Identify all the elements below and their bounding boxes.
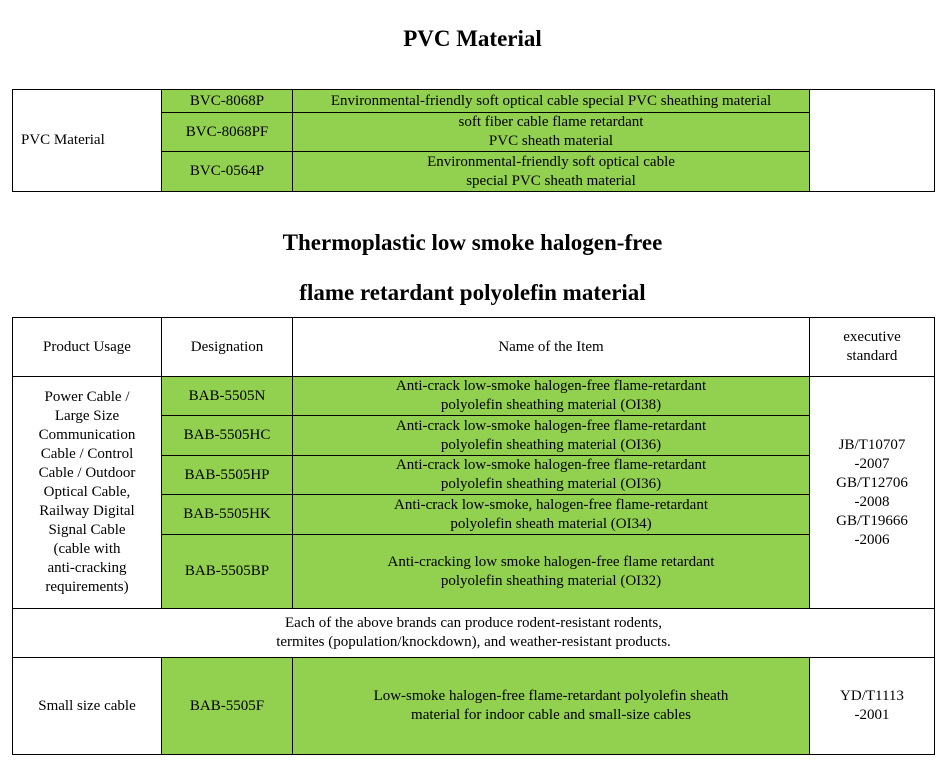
pvc-material-table: PVC Material BVC-8068P Environmental-fri…	[12, 89, 935, 192]
designation-cell: BAB-5505HP	[161, 455, 293, 495]
table-row: BVC-8068PF soft fiber cable flame retard…	[13, 112, 935, 152]
item-name-cell: Environmental-friendly soft optical cabl…	[292, 151, 810, 192]
standard-cell: JB/T10707 -2007 GB/T12706 -2008 GB/T1966…	[809, 376, 935, 609]
table-row: BAB-5505HP Anti-crack low-smoke halogen-…	[13, 455, 935, 495]
table-row: BAB-5505HK Anti-crack low-smoke, halogen…	[13, 494, 935, 535]
item-name-cell: Anti-cracking low smoke halogen-free fla…	[292, 534, 810, 609]
polyolefin-material-table: Product Usage Designation Name of the It…	[12, 317, 935, 755]
header-executive-standard: executive standard	[809, 317, 935, 377]
designation-cell: BVC-0564P	[161, 151, 293, 192]
pvc-standard-cell	[809, 89, 935, 192]
item-name-cell: Anti-crack low-smoke, halogen-free flame…	[292, 494, 810, 535]
designation-cell: BAB-5505HK	[161, 494, 293, 535]
table-row: BAB-5505BP Anti-cracking low smoke halog…	[13, 534, 935, 609]
standard-cell: YD/T1113 -2001	[809, 657, 935, 755]
table-row: BVC-0564P Environmental-friendly soft op…	[13, 151, 935, 192]
header-product-usage: Product Usage	[12, 317, 162, 377]
item-name-cell: Environmental-friendly soft optical cabl…	[292, 89, 810, 113]
table-row: Power Cable / Large Size Communication C…	[12, 376, 935, 609]
item-name-cell: soft fiber cable flame retardant PVC she…	[292, 112, 810, 152]
table-row: PVC Material BVC-8068P Environmental-fri…	[12, 89, 935, 192]
polyolefin-title-line2: flame retardant polyolefin material	[299, 280, 646, 305]
designation-cell: BAB-5505F	[161, 657, 293, 755]
pvc-category-cell: PVC Material	[12, 89, 162, 192]
header-designation: Designation	[161, 317, 293, 377]
designation-cell: BVC-8068P	[161, 89, 293, 113]
pvc-section-title: PVC Material	[403, 26, 542, 51]
item-name-cell: Low-smoke halogen-free flame-retardant p…	[292, 657, 810, 755]
item-name-cell: Anti-crack low-smoke halogen-free flame-…	[292, 376, 810, 416]
usage-cell: Power Cable / Large Size Communication C…	[12, 376, 162, 609]
note-cell: Each of the above brands can produce rod…	[12, 608, 935, 658]
table-row: Small size cable BAB-5505F Low-smoke hal…	[12, 657, 935, 755]
polyolefin-title-line1: Thermoplastic low smoke halogen-free	[282, 230, 663, 255]
header-row: Product Usage Designation Name of the It…	[12, 317, 935, 377]
item-name-cell: Anti-crack low-smoke halogen-free flame-…	[292, 455, 810, 495]
designation-cell: BVC-8068PF	[161, 112, 293, 152]
designation-cell: BAB-5505N	[161, 376, 293, 416]
usage-cell: Small size cable	[12, 657, 162, 755]
note-row: Each of the above brands can produce rod…	[12, 608, 935, 658]
item-name-cell: Anti-crack low-smoke halogen-free flame-…	[292, 415, 810, 456]
header-item-name: Name of the Item	[292, 317, 810, 377]
table-row: BAB-5505HC Anti-crack low-smoke halogen-…	[13, 415, 935, 456]
designation-cell: BAB-5505BP	[161, 534, 293, 609]
designation-cell: BAB-5505HC	[161, 415, 293, 456]
